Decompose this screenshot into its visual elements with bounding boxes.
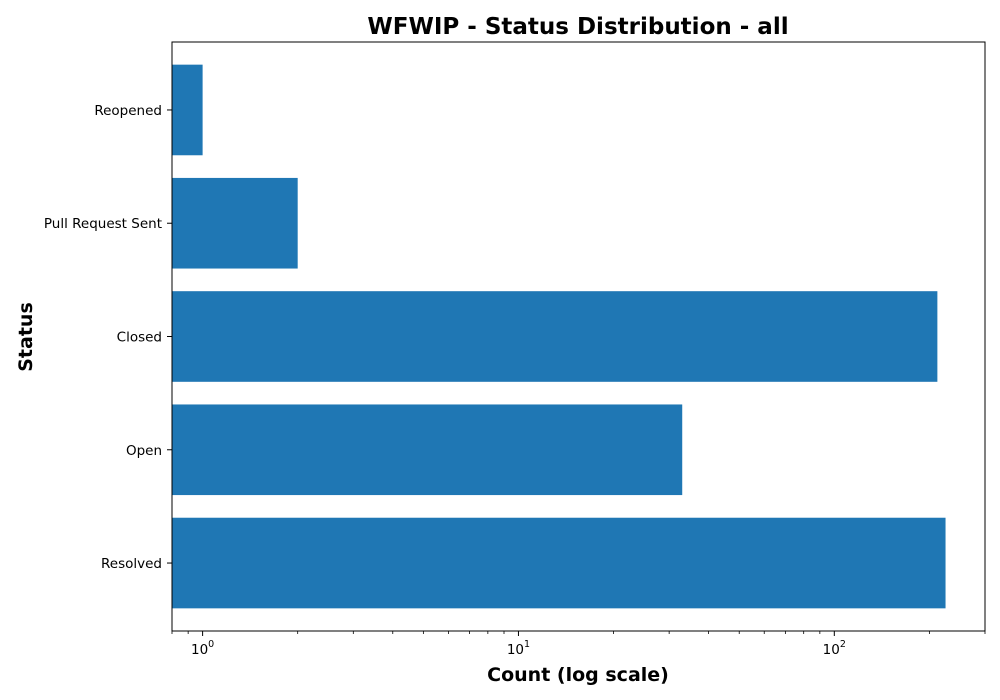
y-ticks-group: Resolved Open Closed Pull Request Sent Reope… — [44, 103, 172, 572]
y-axis-label: Status — [15, 302, 37, 372]
plot-frame — [171, 41, 986, 632]
bars-group — [172, 64, 946, 609]
bar-resolved — [172, 517, 946, 609]
y-tick-label: Pull Request Sent — [44, 216, 162, 232]
y-tick-label: Resolved — [101, 556, 162, 572]
bar-reopened — [172, 64, 203, 156]
x-tick-label: 100 — [191, 639, 214, 658]
bar-open — [172, 404, 683, 496]
bar-pull-request-sent — [172, 177, 298, 269]
chart-title: WFWIP - Status Distribution - all — [367, 14, 788, 40]
x-tick-label: 102 — [823, 639, 846, 658]
bar-closed — [172, 291, 938, 382]
x-ticks-group: 100 101 102 — [171, 631, 986, 658]
y-tick-label: Open — [126, 443, 162, 459]
y-tick-label: Reopened — [94, 103, 162, 119]
x-tick-label: 101 — [507, 639, 530, 658]
x-axis-label: Count (log scale) — [487, 664, 669, 686]
y-tick-label: Closed — [117, 330, 162, 346]
